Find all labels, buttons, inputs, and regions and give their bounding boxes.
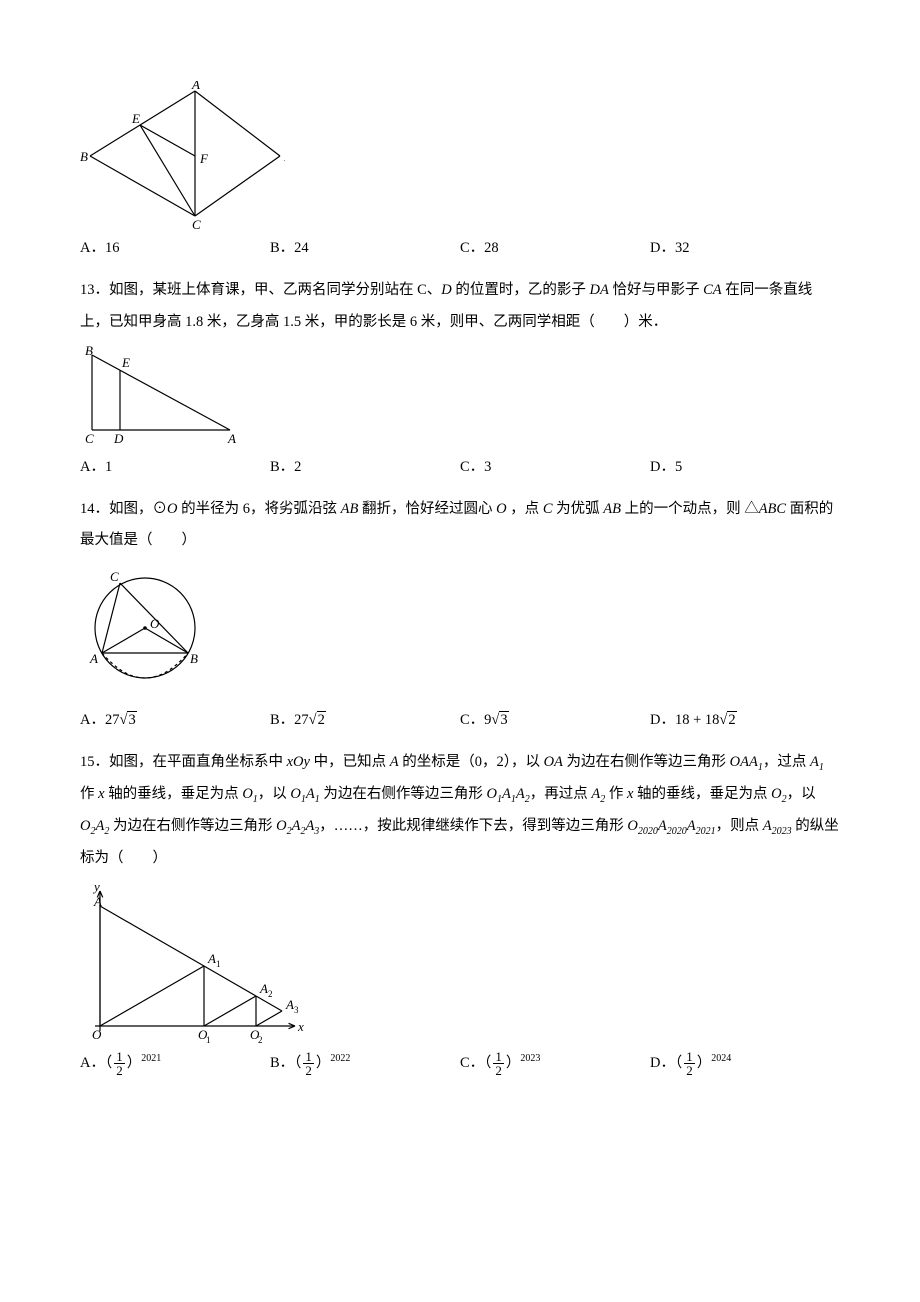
svg-text:A: A bbox=[89, 651, 98, 666]
svg-text:C: C bbox=[110, 569, 119, 584]
q12-opt-b: B．24 bbox=[270, 233, 460, 265]
svg-text:B: B bbox=[80, 149, 88, 164]
svg-text:B: B bbox=[190, 651, 198, 666]
q12-opt-c: C．28 bbox=[460, 233, 650, 265]
q14-opt-b: B．27√2 bbox=[270, 705, 460, 737]
svg-text:C: C bbox=[85, 431, 94, 446]
q14-opt-d: D．18 + 18√2 bbox=[650, 705, 840, 737]
q14-opt-a: A．27√3 bbox=[80, 705, 270, 737]
svg-text:2: 2 bbox=[258, 1035, 263, 1045]
q15-opt-d: D．（12）2024 bbox=[650, 1048, 840, 1080]
svg-text:A: A bbox=[285, 997, 294, 1012]
q15-num: 15． bbox=[80, 754, 109, 770]
q14-opt-c: C．9√3 bbox=[460, 705, 650, 737]
svg-text:2: 2 bbox=[268, 989, 273, 999]
svg-text:x: x bbox=[297, 1019, 304, 1034]
q12-options: A．16 B．24 C．28 D．32 bbox=[80, 233, 840, 265]
q14-text: 14．如图，⊙O 的半径为 6，将劣弧沿弦 AB 翻折，恰好经过圆心 O ，点 … bbox=[80, 494, 840, 558]
q13-options: A．1 B．2 C．3 D．5 bbox=[80, 452, 840, 484]
q15-figure: xyOAA1O1A2O2A3 bbox=[80, 881, 840, 1046]
svg-text:O: O bbox=[150, 616, 160, 631]
q15-text: 15．如图，在平面直角坐标系中 xOy 中，已知点 A 的坐标是（0，2），以 … bbox=[80, 747, 840, 875]
svg-text:O: O bbox=[92, 1027, 102, 1042]
q13-figure: B C D E A bbox=[80, 345, 840, 450]
q14-options: A．27√3 B．27√2 C．9√3 D．18 + 18√2 bbox=[80, 705, 840, 737]
q13-num: 13． bbox=[80, 282, 109, 298]
svg-text:F: F bbox=[199, 151, 209, 166]
q14-num: 14． bbox=[80, 501, 109, 517]
q15-opt-a: A．（12）2021 bbox=[80, 1048, 270, 1080]
q13-opt-c: C．3 bbox=[460, 452, 650, 484]
svg-text:1: 1 bbox=[206, 1035, 211, 1045]
q12-figure: A B C D E F bbox=[80, 81, 840, 231]
q15-options: A．（12）2021 B．（12）2022 C．（12）2023 D．（12）2… bbox=[80, 1048, 840, 1080]
svg-text:C: C bbox=[192, 217, 201, 231]
svg-text:A: A bbox=[227, 431, 236, 446]
svg-text:A: A bbox=[191, 81, 200, 92]
svg-text:B: B bbox=[85, 345, 93, 358]
svg-text:D: D bbox=[283, 149, 285, 164]
svg-text:E: E bbox=[131, 111, 140, 126]
q13-opt-b: B．2 bbox=[270, 452, 460, 484]
svg-text:E: E bbox=[121, 355, 130, 370]
q14-figure: C A B O bbox=[80, 563, 840, 703]
q12-opt-d: D．32 bbox=[650, 233, 840, 265]
svg-text:A: A bbox=[259, 981, 268, 996]
q12-opt-a: A．16 bbox=[80, 233, 270, 265]
svg-text:3: 3 bbox=[294, 1005, 299, 1015]
q13-opt-a: A．1 bbox=[80, 452, 270, 484]
q15-opt-b: B．（12）2022 bbox=[270, 1048, 460, 1080]
q13-opt-d: D．5 bbox=[650, 452, 840, 484]
svg-text:y: y bbox=[92, 881, 100, 894]
svg-text:A: A bbox=[93, 894, 102, 909]
svg-text:D: D bbox=[113, 431, 124, 446]
svg-text:1: 1 bbox=[216, 959, 221, 969]
q15-opt-c: C．（12）2023 bbox=[460, 1048, 650, 1080]
q13-text: 13．如图，某班上体育课，甲、乙两名同学分别站在 C、D 的位置时，乙的影子 D… bbox=[80, 275, 840, 339]
svg-text:A: A bbox=[207, 951, 216, 966]
